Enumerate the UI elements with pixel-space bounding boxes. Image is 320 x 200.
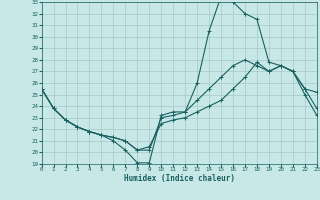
- X-axis label: Humidex (Indice chaleur): Humidex (Indice chaleur): [124, 174, 235, 183]
